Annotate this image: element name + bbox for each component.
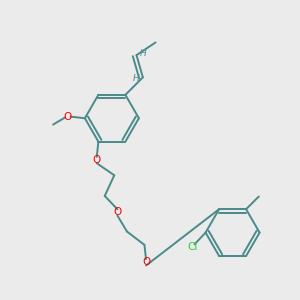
Text: O: O: [142, 257, 150, 267]
Text: Cl: Cl: [188, 242, 198, 252]
Text: O: O: [113, 208, 122, 218]
Text: O: O: [63, 112, 71, 122]
Text: O: O: [93, 155, 101, 165]
Text: H: H: [140, 49, 147, 58]
Text: H: H: [133, 74, 139, 83]
